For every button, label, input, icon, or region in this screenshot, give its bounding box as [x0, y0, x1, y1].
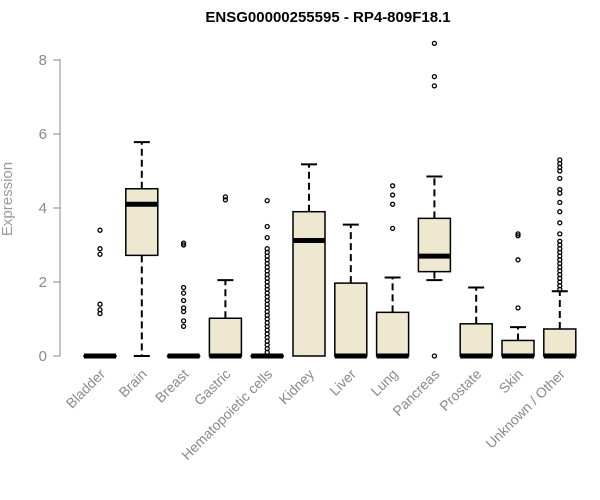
box-body — [459, 323, 493, 357]
outlier-point — [557, 220, 563, 226]
box-unknown-other — [543, 157, 577, 359]
outlier-point — [431, 40, 438, 46]
outlier-point — [97, 307, 103, 313]
x-tick-label: Bladder — [63, 366, 109, 412]
outlier-point — [389, 183, 396, 189]
outlier-point — [557, 199, 563, 206]
chart-title: ENSG00000255595 - RP4-809F18.1 — [205, 9, 450, 26]
x-tick-label: Skin — [496, 366, 527, 397]
outlier-point — [264, 246, 270, 252]
box-lung — [375, 183, 410, 359]
outlier-point — [515, 231, 521, 237]
outlier-point — [180, 318, 187, 324]
x-tick-label: Prostate — [436, 366, 484, 414]
outlier-point — [431, 83, 438, 89]
outlier-point — [222, 194, 229, 200]
outlier-point — [557, 238, 563, 244]
outlier-point — [389, 201, 396, 207]
x-tick-label: Kidney — [276, 366, 318, 408]
y-tick-label: 6 — [39, 126, 47, 143]
outlier-point — [557, 175, 563, 182]
outlier-point — [389, 192, 396, 198]
outlier-point — [97, 227, 103, 233]
box-body — [208, 317, 243, 357]
box-body — [292, 210, 326, 357]
box-body — [334, 282, 368, 357]
outlier-point — [515, 233, 521, 239]
box-skin — [501, 231, 535, 359]
x-tick-label: Lung — [367, 366, 400, 399]
outlier-point — [180, 323, 187, 330]
outlier-point — [515, 305, 521, 311]
outlier-point — [180, 290, 187, 296]
outlier-point — [515, 257, 521, 263]
box-bladder — [83, 227, 117, 359]
outlier-point — [264, 197, 270, 204]
y-axis-ticks: 0 2 4 6 8 — [39, 52, 60, 365]
outlier-point — [97, 251, 103, 257]
y-axis-label: Expression — [0, 162, 16, 236]
outlier-point — [97, 301, 103, 307]
outlier-point — [97, 246, 103, 252]
box-breast — [166, 240, 201, 359]
outlier-point — [389, 225, 396, 232]
outlier-point — [557, 157, 563, 163]
box-kidney — [292, 163, 326, 357]
box-body — [125, 188, 159, 257]
y-tick-label: 2 — [39, 274, 47, 291]
outlier-point — [264, 234, 270, 241]
x-tick-label: Brain — [115, 366, 149, 400]
y-tick-label: 8 — [39, 52, 47, 69]
outlier-point — [431, 353, 438, 359]
box-gastric — [208, 194, 243, 359]
box-body — [375, 311, 410, 357]
boxes — [83, 40, 577, 359]
box-liver — [334, 223, 368, 359]
outlier-point — [180, 305, 187, 311]
outlier-point — [557, 186, 563, 193]
box-body — [417, 217, 452, 273]
box-body — [543, 328, 577, 357]
outlier-point — [180, 242, 187, 248]
outlier-point — [222, 197, 229, 203]
outlier-point — [557, 209, 563, 215]
outlier-point — [431, 74, 438, 80]
box-hematopoietic-cells — [250, 197, 284, 359]
box-brain — [125, 141, 159, 357]
outlier-point — [180, 284, 187, 291]
outlier-point — [264, 223, 270, 230]
outlier-point — [180, 240, 187, 246]
y-tick-label: 4 — [39, 200, 47, 217]
x-tick-label: Liver — [326, 366, 359, 399]
box-prostate — [459, 286, 493, 359]
outlier-point — [180, 297, 187, 304]
x-tick-label: Unknown / Other — [482, 366, 568, 452]
outlier-point — [557, 231, 563, 237]
box-pancreas — [417, 40, 452, 359]
y-tick-label: 0 — [39, 348, 47, 365]
x-tick-label: Breast — [152, 366, 192, 406]
